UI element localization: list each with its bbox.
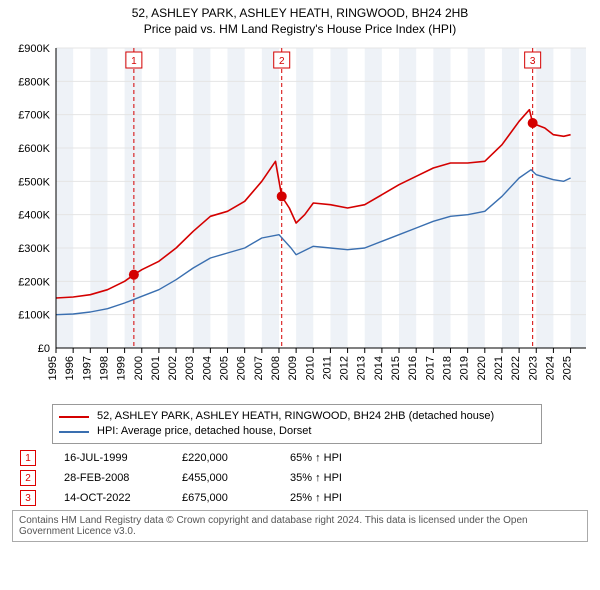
legend-row: HPI: Average price, detached house, Dors…: [59, 424, 535, 439]
legend-label: HPI: Average price, detached house, Dors…: [97, 424, 311, 439]
legend-swatch: [59, 431, 89, 433]
svg-text:2003: 2003: [184, 356, 196, 380]
event-badge: 1: [20, 450, 36, 466]
svg-text:2009: 2009: [287, 356, 299, 380]
svg-text:£900K: £900K: [18, 43, 50, 55]
svg-text:£500K: £500K: [18, 176, 50, 188]
legend-swatch: [59, 416, 89, 418]
legend-label: 52, ASHLEY PARK, ASHLEY HEATH, RINGWOOD,…: [97, 409, 494, 424]
event-badge: 2: [20, 470, 36, 486]
event-row: 1 16-JUL-1999 £220,000 65% ↑ HPI: [20, 450, 588, 466]
svg-text:£0: £0: [38, 343, 50, 355]
event-date: 14-OCT-2022: [64, 492, 154, 504]
legend-row: 52, ASHLEY PARK, ASHLEY HEATH, RINGWOOD,…: [59, 409, 535, 424]
legend: 52, ASHLEY PARK, ASHLEY HEATH, RINGWOOD,…: [52, 404, 542, 444]
svg-text:1: 1: [131, 56, 137, 67]
svg-text:2006: 2006: [236, 356, 248, 380]
event-row: 2 28-FEB-2008 £455,000 35% ↑ HPI: [20, 470, 588, 486]
event-table: 1 16-JUL-1999 £220,000 65% ↑ HPI 2 28-FEB-200…: [20, 450, 588, 506]
svg-text:£200K: £200K: [18, 276, 50, 288]
event-date: 16-JUL-1999: [64, 452, 154, 464]
svg-text:2021: 2021: [493, 356, 505, 380]
svg-text:2020: 2020: [476, 356, 488, 380]
svg-text:2002: 2002: [167, 356, 179, 380]
svg-text:2018: 2018: [441, 356, 453, 380]
event-date: 28-FEB-2008: [64, 472, 154, 484]
svg-text:1997: 1997: [81, 356, 93, 380]
event-row: 3 14-OCT-2022 £675,000 25% ↑ HPI: [20, 490, 588, 506]
svg-text:2024: 2024: [544, 356, 556, 380]
svg-text:1999: 1999: [116, 356, 128, 380]
svg-text:2014: 2014: [373, 356, 385, 380]
svg-text:2025: 2025: [562, 356, 574, 380]
svg-text:£700K: £700K: [18, 110, 50, 122]
svg-text:£600K: £600K: [18, 143, 50, 155]
svg-text:2012: 2012: [339, 356, 351, 380]
event-price: £455,000: [182, 472, 262, 484]
event-relative: 35% ↑ HPI: [290, 472, 380, 484]
svg-text:2: 2: [279, 56, 285, 67]
svg-text:2019: 2019: [459, 356, 471, 380]
svg-text:2022: 2022: [510, 356, 522, 380]
price-chart: £0 £100K £200K £300K £400K £500K £600K £700K £80…: [6, 40, 594, 400]
svg-text:£800K: £800K: [18, 76, 50, 88]
svg-text:£400K: £400K: [18, 210, 50, 222]
event-price: £220,000: [182, 452, 262, 464]
svg-text:2015: 2015: [390, 356, 402, 380]
svg-text:1995: 1995: [47, 356, 59, 380]
event-relative: 25% ↑ HPI: [290, 492, 380, 504]
svg-text:£100K: £100K: [18, 310, 50, 322]
event-price: £675,000: [182, 492, 262, 504]
event-badge: 3: [20, 490, 36, 506]
svg-text:2023: 2023: [527, 356, 539, 380]
svg-text:2010: 2010: [304, 356, 316, 380]
svg-text:2007: 2007: [253, 356, 265, 380]
svg-text:£300K: £300K: [18, 243, 50, 255]
svg-text:3: 3: [530, 56, 536, 67]
svg-text:1996: 1996: [64, 356, 76, 380]
svg-text:2013: 2013: [356, 356, 368, 380]
svg-text:2004: 2004: [201, 356, 213, 380]
svg-text:2016: 2016: [407, 356, 419, 380]
title-line-1: 52, ASHLEY PARK, ASHLEY HEATH, RINGWOOD,…: [6, 6, 594, 20]
event-relative: 65% ↑ HPI: [290, 452, 380, 464]
svg-text:2017: 2017: [424, 356, 436, 380]
svg-text:2000: 2000: [133, 356, 145, 380]
svg-text:2005: 2005: [219, 356, 231, 380]
footer-attribution: Contains HM Land Registry data © Crown c…: [12, 510, 588, 542]
svg-text:1998: 1998: [98, 356, 110, 380]
svg-text:2011: 2011: [321, 356, 333, 380]
svg-text:2001: 2001: [150, 356, 162, 380]
svg-text:2008: 2008: [270, 356, 282, 380]
title-line-2: Price paid vs. HM Land Registry's House …: [6, 22, 594, 36]
